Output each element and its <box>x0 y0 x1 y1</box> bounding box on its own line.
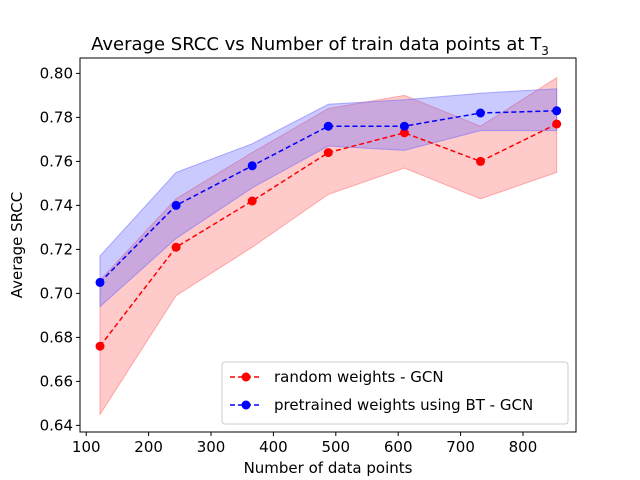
point-series-1-6 <box>552 106 562 116</box>
legend-marker-pretrained <box>241 400 251 410</box>
point-series-0-5 <box>476 156 485 166</box>
point-series-0-6 <box>552 119 562 129</box>
band-series-1 <box>99 88 558 308</box>
y-tick-label-8: 0.80 <box>40 64 73 82</box>
chart-title: Average SRCC vs Number of train data poi… <box>91 34 549 58</box>
point-series-1-0 <box>95 277 105 287</box>
point-series-1-4 <box>399 121 409 131</box>
legend-box <box>221 361 569 425</box>
point-series-1-3 <box>323 121 333 131</box>
x-tick-label-6: 700 <box>446 438 475 456</box>
point-series-1-1 <box>171 200 181 210</box>
y-tick-label-1: 0.66 <box>40 372 73 390</box>
legend-label-random: random weights - GCN <box>274 368 444 386</box>
point-series-0-3 <box>323 148 333 158</box>
confidence-bands <box>99 76 558 417</box>
y-tick-label-7: 0.78 <box>40 108 73 126</box>
x-axis-label: Number of data points <box>244 459 413 477</box>
y-axis-ticks: 0.64 0.66 0.68 0.70 0.72 0.74 0.76 0.78 0.80 <box>40 64 80 434</box>
legend-marker-random <box>241 372 251 382</box>
y-tick-label-5: 0.74 <box>40 196 73 214</box>
point-series-0-0 <box>95 341 105 351</box>
x-tick-label-1: 200 <box>134 438 163 456</box>
legend: random weights - GCN pretrained weights … <box>221 361 569 425</box>
band-series-0 <box>99 76 558 417</box>
x-tick-label-5: 600 <box>384 438 413 456</box>
x-tick-label-4: 500 <box>321 438 350 456</box>
y-tick-label-3: 0.70 <box>40 284 73 302</box>
y-axis-label: Average SRCC <box>8 192 26 299</box>
point-series-1-2 <box>247 161 257 171</box>
x-tick-label-2: 300 <box>197 438 226 456</box>
y-tick-label-6: 0.76 <box>40 152 73 170</box>
point-series-0-4 <box>399 128 409 138</box>
x-tick-label-3: 400 <box>259 438 288 456</box>
y-tick-label-0: 0.64 <box>40 416 73 434</box>
legend-label-pretrained: pretrained weights using BT - GCN <box>274 396 533 414</box>
series-points <box>95 106 562 351</box>
plot-frame <box>79 57 577 433</box>
point-series-0-2 <box>247 196 257 206</box>
point-series-1-5 <box>476 108 485 118</box>
y-tick-label-4: 0.72 <box>40 240 73 258</box>
point-series-0-1 <box>171 242 181 252</box>
x-tick-label-0: 100 <box>72 438 101 456</box>
y-tick-label-2: 0.68 <box>40 328 73 346</box>
x-tick-label-7: 800 <box>509 438 538 456</box>
x-axis-ticks: 100 200 300 400 500 600 700 800 <box>72 432 537 456</box>
